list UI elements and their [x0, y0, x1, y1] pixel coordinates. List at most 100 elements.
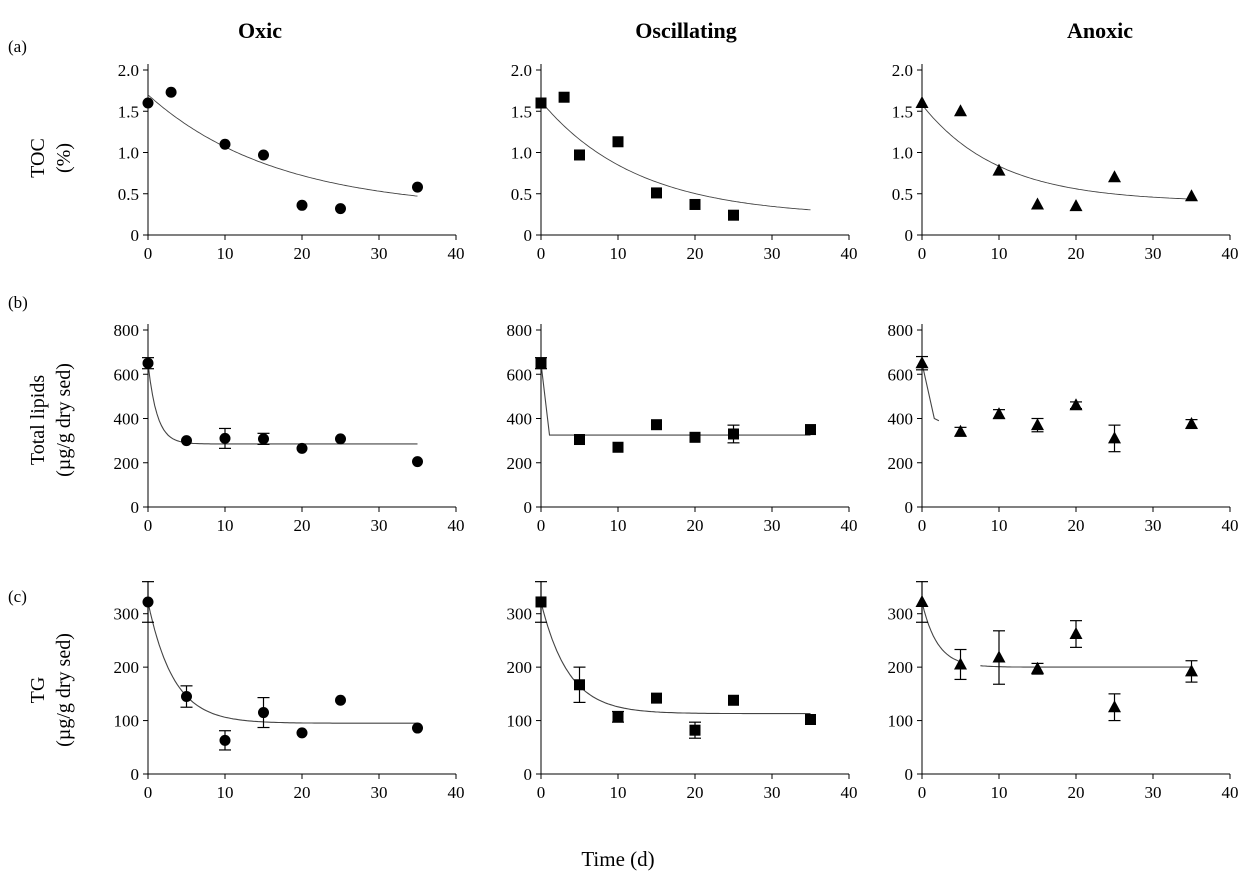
x-tick-label-total-lipids-oxic: 40	[448, 516, 465, 535]
y-tick-label-tg-oxic: 300	[114, 605, 140, 624]
y-tick-label-tg-oxic: 100	[114, 712, 140, 731]
y-tick-label-toc-oscillating: 2.0	[511, 61, 532, 80]
column-title-oscillating: Oscillating	[635, 18, 736, 43]
y-tick-label-total-lipids-oxic: 600	[114, 365, 140, 384]
x-tick-label-toc-oscillating: 20	[687, 244, 704, 263]
data-point-total-lipids-oscillating	[651, 419, 662, 431]
x-tick-label-total-lipids-oscillating: 10	[610, 516, 627, 535]
y-tick-label-total-lipids-oxic: 200	[114, 454, 140, 473]
data-point-toc-oxic	[296, 199, 308, 211]
data-point-tg-anoxic	[1031, 661, 1044, 674]
y-tick-label-tg-oxic: 0	[131, 765, 140, 784]
y-tick-label-total-lipids-anoxic: 800	[888, 321, 914, 340]
x-tick-label-tg-oxic: 40	[448, 783, 465, 802]
fit-line-total-lipids-anoxic	[921, 363, 940, 422]
fit-line-tg-oscillating	[540, 601, 811, 715]
data-point-total-lipids-oxic	[412, 456, 423, 468]
data-point-toc-oscillating	[651, 187, 662, 199]
data-point-tg-anoxic	[992, 650, 1006, 663]
x-tick-label-tg-oxic: 10	[217, 783, 234, 802]
x-tick-label-total-lipids-oscillating: 30	[764, 516, 781, 535]
x-tick-label-total-lipids-anoxic: 0	[918, 516, 927, 535]
y-tick-label-toc-oscillating: 1.0	[511, 144, 532, 163]
x-tick-label-tg-oscillating: 10	[610, 783, 627, 802]
x-tick-label-toc-oscillating: 0	[537, 244, 546, 263]
panel-tg-oscillating: 0 100 200 300 0 10 20 30 40	[507, 581, 858, 802]
y-tick-label-total-lipids-anoxic: 600	[888, 365, 914, 384]
data-point-toc-oxic	[412, 181, 423, 193]
panel-toc-oxic: 0 0.5 1.0 1.5 2.0 0 10 20 30 40	[118, 61, 465, 263]
data-point-toc-oscillating	[558, 91, 570, 103]
x-tick-label-tg-oscillating: 40	[841, 783, 858, 802]
x-tick-label-total-lipids-oscillating: 40	[841, 516, 858, 535]
y-tick-label-toc-oscillating: 1.5	[511, 102, 532, 121]
ylabel-total-lipids: Total lipids (µg/g dry sed)	[27, 363, 75, 477]
x-tick-label-toc-anoxic: 10	[991, 244, 1008, 263]
x-tick-label-toc-oscillating: 40	[841, 244, 858, 263]
data-point-toc-anoxic	[1069, 199, 1083, 212]
data-point-tg-oxic	[258, 707, 269, 719]
y-tick-label-tg-oscillating: 100	[507, 712, 533, 731]
y-tick-label-total-lipids-oscillating: 400	[507, 410, 533, 429]
x-tick-label-total-lipids-oxic: 10	[217, 516, 234, 535]
x-tick-label-toc-oxic: 0	[144, 244, 153, 263]
data-point-total-lipids-oscillating	[574, 434, 585, 446]
x-tick-label-toc-oxic: 40	[448, 244, 465, 263]
x-tick-label-total-lipids-oscillating: 0	[537, 516, 546, 535]
y-tick-label-tg-oscillating: 200	[507, 658, 533, 677]
column-title-anoxic: Anoxic	[1067, 18, 1133, 43]
data-point-tg-anoxic	[1185, 664, 1198, 677]
data-point-total-lipids-oscillating	[689, 431, 701, 443]
y-tick-label-total-lipids-oxic: 0	[131, 498, 140, 517]
data-point-tg-anoxic	[1108, 700, 1121, 713]
data-point-toc-anoxic	[954, 104, 967, 117]
ylabel-total-lipids-line2: (µg/g dry sed)	[53, 363, 75, 477]
data-point-total-lipids-oxic	[335, 433, 346, 445]
data-point-total-lipids-anoxic	[992, 407, 1006, 420]
y-tick-label-tg-anoxic: 200	[888, 658, 914, 677]
data-point-tg-oscillating	[612, 711, 624, 723]
data-point-tg-anoxic	[1069, 627, 1083, 640]
data-point-total-lipids-anoxic	[1031, 418, 1044, 431]
x-tick-label-tg-oxic: 20	[294, 783, 311, 802]
ylabel-total-lipids-line1: Total lipids	[27, 375, 49, 465]
data-point-tg-oscillating	[574, 679, 585, 691]
y-tick-label-total-lipids-oxic: 800	[114, 321, 140, 340]
data-point-total-lipids-anoxic	[915, 356, 929, 369]
data-point-tg-oscillating	[689, 724, 701, 736]
data-point-toc-oscillating	[574, 149, 585, 161]
y-tick-label-toc-anoxic: 0.5	[892, 185, 913, 204]
x-tick-label-total-lipids-anoxic: 40	[1222, 516, 1239, 535]
y-tick-label-tg-anoxic: 100	[888, 712, 914, 731]
y-tick-label-tg-oxic: 200	[114, 658, 140, 677]
data-point-total-lipids-anoxic	[1108, 431, 1121, 444]
panel-total-lipids-anoxic: 0 200 400 600 800 0 10 20 30 40	[888, 321, 1239, 535]
panel-toc-anoxic: 0 0.5 1.0 1.5 2.0 0 10 20 30 40	[892, 61, 1239, 263]
data-point-tg-oxic	[181, 691, 192, 703]
x-tick-label-total-lipids-anoxic: 10	[991, 516, 1008, 535]
x-tick-label-toc-oxic: 20	[294, 244, 311, 263]
x-tick-label-toc-anoxic: 20	[1068, 244, 1085, 263]
y-tick-label-toc-anoxic: 1.0	[892, 144, 913, 163]
y-tick-label-tg-oscillating: 0	[524, 765, 533, 784]
data-point-total-lipids-oscillating	[728, 428, 739, 440]
x-tick-label-total-lipids-oscillating: 20	[687, 516, 704, 535]
panel-total-lipids-oxic: 0 200 400 600 800 0 10 20 30 40	[114, 321, 465, 535]
data-point-total-lipids-oscillating	[535, 357, 547, 369]
y-tick-label-total-lipids-anoxic: 0	[905, 498, 914, 517]
data-point-total-lipids-anoxic	[1185, 417, 1198, 430]
x-tick-label-total-lipids-anoxic: 20	[1068, 516, 1085, 535]
y-tick-label-total-lipids-oxic: 400	[114, 410, 140, 429]
data-point-toc-oxic	[165, 86, 177, 98]
panel-tg-anoxic: 0 100 200 300 0 10 20 30 40	[888, 581, 1239, 802]
y-tick-label-total-lipids-oscillating: 0	[524, 498, 533, 517]
data-point-toc-oscillating	[689, 198, 701, 210]
column-title-oxic: Oxic	[238, 18, 282, 43]
fit-line-tg-anoxic	[921, 601, 1192, 668]
x-tick-label-total-lipids-oxic: 20	[294, 516, 311, 535]
data-point-total-lipids-oxic	[142, 357, 154, 369]
data-point-toc-anoxic	[992, 163, 1006, 176]
x-tick-label-total-lipids-anoxic: 30	[1145, 516, 1162, 535]
y-tick-label-total-lipids-anoxic: 400	[888, 410, 914, 429]
